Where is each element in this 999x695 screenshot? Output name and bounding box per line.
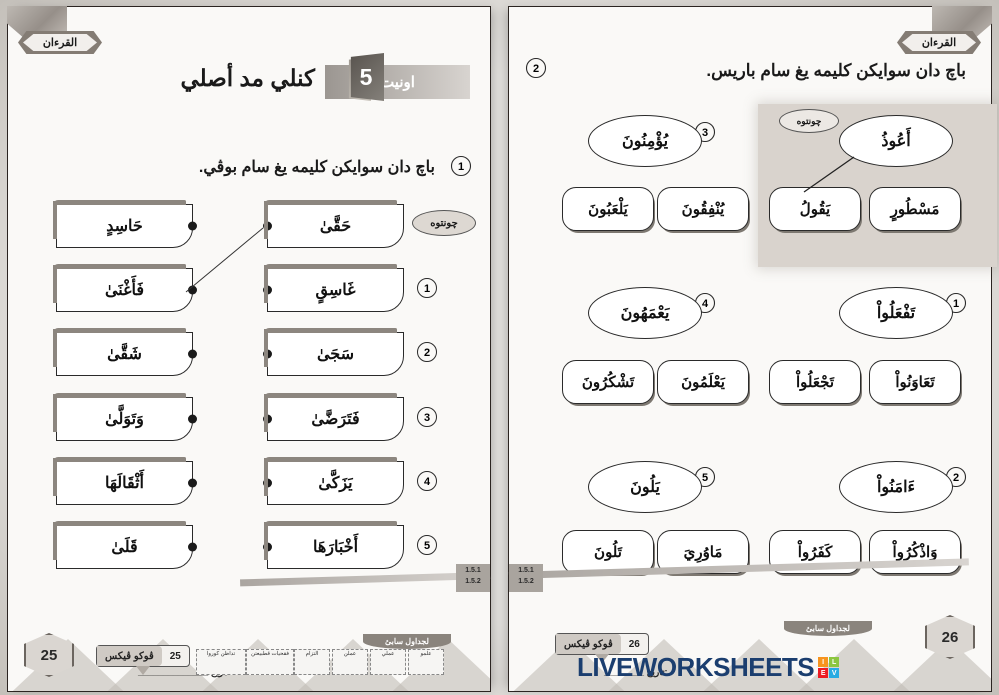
svg-text:2: 2	[533, 63, 539, 75]
svg-text:3: 3	[424, 412, 430, 424]
svg-text:1: 1	[424, 283, 430, 295]
svg-text:5: 5	[424, 540, 430, 552]
svg-text:4: 4	[702, 298, 709, 310]
svg-text:3: 3	[702, 127, 708, 139]
svg-text:2: 2	[953, 472, 959, 484]
svg-text:5: 5	[702, 472, 708, 484]
svg-text:1: 1	[458, 161, 464, 173]
svg-text:4: 4	[424, 476, 431, 488]
svg-text:1: 1	[953, 298, 959, 310]
svg-text:2: 2	[424, 347, 430, 359]
